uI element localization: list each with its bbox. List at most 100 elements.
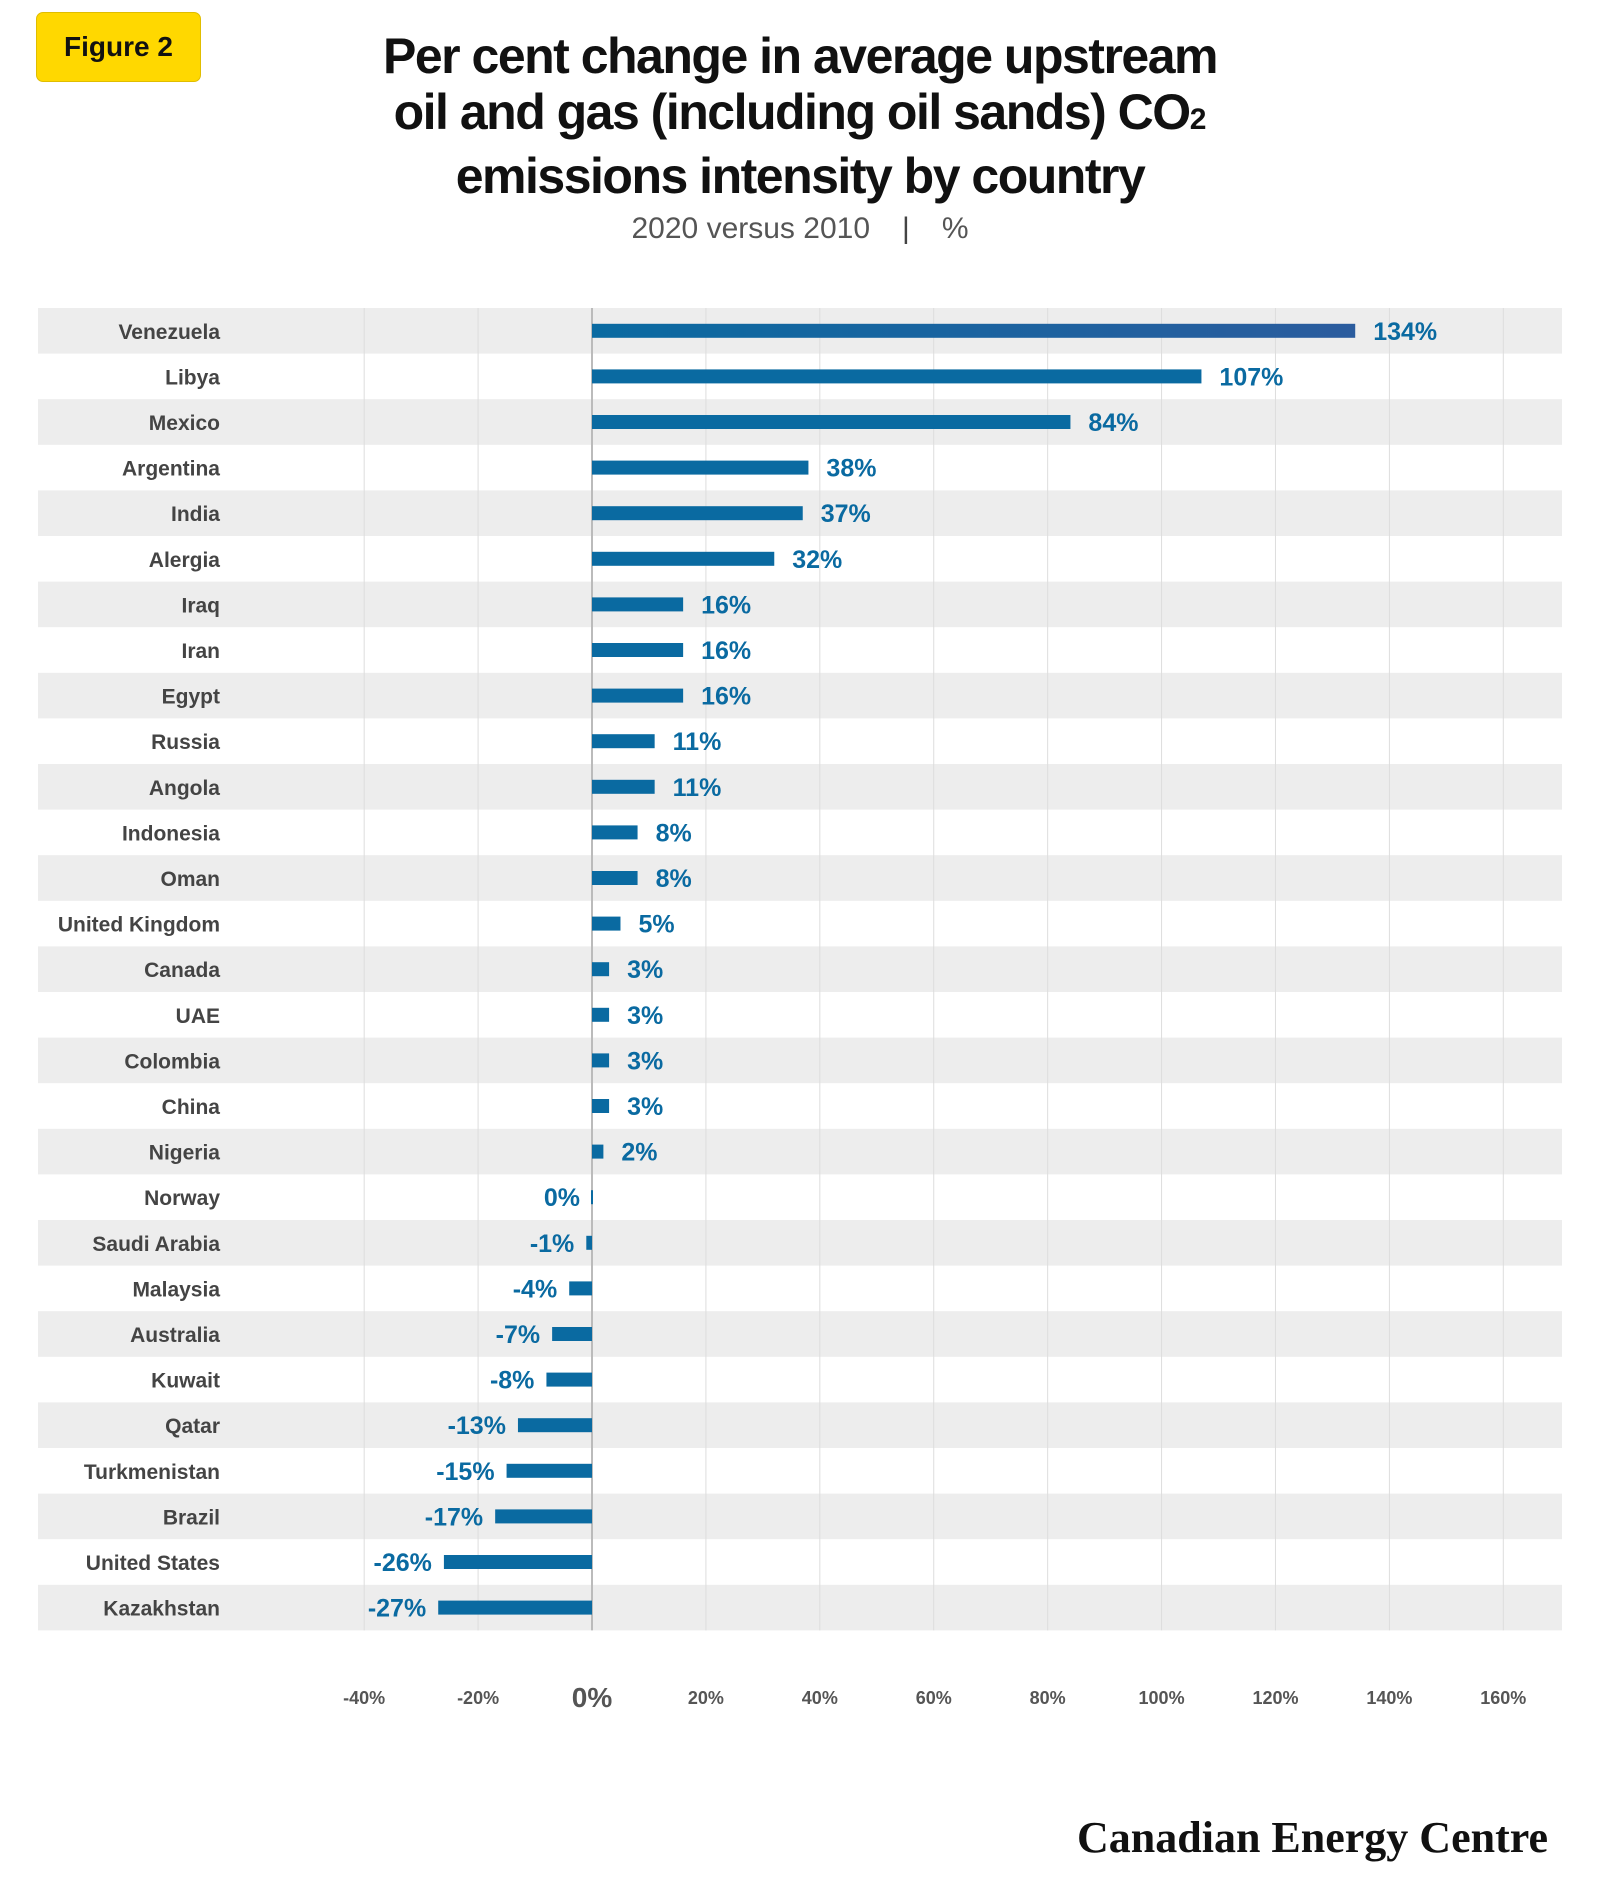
value-label: 16% xyxy=(701,637,751,665)
category-label: Egypt xyxy=(162,686,220,709)
value-label: -17% xyxy=(425,1503,483,1531)
bar xyxy=(592,415,1071,429)
row-stripe xyxy=(38,1128,1562,1175)
value-label: 3% xyxy=(627,956,663,984)
value-label: 134% xyxy=(1373,318,1437,346)
gridlines xyxy=(363,308,1504,1631)
value-label: 2% xyxy=(621,1139,657,1167)
bar xyxy=(569,1281,592,1296)
value-labels: 134% 107% 84% 38% 37% 32% 16% 16% 16% 11% 11% 8% 8% 5… xyxy=(368,318,1437,1623)
x-tick-label: 100% xyxy=(1139,1688,1185,1708)
value-label: -13% xyxy=(448,1412,506,1440)
category-label: Saudi Arabia xyxy=(92,1233,220,1256)
value-label: 3% xyxy=(627,1093,663,1121)
category-label: UAE xyxy=(176,1005,220,1028)
value-label: 3% xyxy=(627,1002,663,1030)
bar xyxy=(552,1327,592,1341)
category-label: Libya xyxy=(165,366,220,389)
value-label: -1% xyxy=(530,1230,574,1258)
figure-badge: Figure 2 xyxy=(36,12,201,82)
row-stripe xyxy=(38,946,1562,992)
row-stripe xyxy=(38,1311,1562,1357)
chart-subtitle: 2020 versus 2010 |% xyxy=(300,212,1300,246)
value-label: 38% xyxy=(826,455,876,483)
value-label: 0% xyxy=(544,1184,580,1212)
chart-title: Per cent change in average upstream oil … xyxy=(300,28,1300,204)
value-label: 37% xyxy=(821,500,871,528)
value-label: 16% xyxy=(701,683,751,711)
row-stripe xyxy=(38,764,1562,810)
x-tick-labels: -40% -20% 0% 20% 40% 60% 80% 100% 120% 140% 160% xyxy=(343,1682,1526,1713)
category-label: Venezuela xyxy=(118,321,220,344)
title-line-3: emissions intensity by country xyxy=(455,148,1146,204)
title-subscript: 2 xyxy=(1189,103,1207,136)
bar xyxy=(592,916,621,931)
bar xyxy=(517,1418,592,1433)
value-label: -15% xyxy=(436,1458,494,1486)
category-label: Canada xyxy=(144,959,220,982)
category-label: Qatar xyxy=(165,1415,220,1438)
value-label: -26% xyxy=(374,1549,432,1577)
bar xyxy=(495,1509,592,1524)
category-label: United Kingdom xyxy=(58,914,220,937)
category-label: Alergia xyxy=(149,549,221,572)
bar-chart: Venezuela Libya Mexico Argentina India Alergi… xyxy=(38,308,1562,1713)
row-stripe xyxy=(38,1493,1562,1540)
x-tick-label: 140% xyxy=(1366,1688,1412,1708)
title-line-2-text: oil and gas (including oil sands) CO xyxy=(393,84,1192,140)
row-stripe xyxy=(38,1037,1562,1084)
bar xyxy=(443,1555,592,1569)
bar xyxy=(592,825,638,840)
bar xyxy=(592,1099,610,1113)
category-label: Brazil xyxy=(163,1506,220,1529)
value-label: 8% xyxy=(656,865,692,893)
category-label: Kuwait xyxy=(151,1370,220,1393)
row-stripe xyxy=(38,1220,1562,1266)
bar xyxy=(592,734,655,749)
category-label: Iran xyxy=(181,640,220,663)
category-label: Argentina xyxy=(122,458,220,481)
category-label: Malaysia xyxy=(132,1278,220,1301)
category-label: Australia xyxy=(130,1324,220,1347)
bar xyxy=(592,1053,610,1068)
category-label: Mexico xyxy=(149,412,220,435)
x-tick-label: 20% xyxy=(688,1688,724,1708)
bar xyxy=(592,323,1356,338)
category-label: Colombia xyxy=(124,1050,220,1073)
bar xyxy=(592,551,775,566)
category-label: Kazakhstan xyxy=(103,1598,220,1621)
x-tick-label: 160% xyxy=(1480,1688,1526,1708)
category-label: Turkmenistan xyxy=(84,1461,220,1484)
subtitle-separator: | xyxy=(902,212,910,245)
row-stripe xyxy=(38,855,1562,901)
category-label: Angola xyxy=(149,777,220,800)
category-label: Nigeria xyxy=(149,1142,221,1165)
bar xyxy=(592,597,684,612)
row-stripe xyxy=(38,672,1562,719)
category-label: Iraq xyxy=(181,594,220,617)
category-label: Russia xyxy=(151,731,220,754)
value-label: -7% xyxy=(496,1321,540,1349)
value-label: 16% xyxy=(701,591,751,619)
bar xyxy=(592,643,684,657)
value-label: 84% xyxy=(1088,409,1138,437)
x-tick-label: -20% xyxy=(457,1688,499,1708)
x-tick-label: 120% xyxy=(1252,1688,1298,1708)
bar xyxy=(592,1007,610,1022)
category-label: India xyxy=(171,503,220,526)
bar xyxy=(592,779,655,794)
value-label: -4% xyxy=(513,1275,557,1303)
x-tick-label: 0% xyxy=(572,1682,613,1713)
value-label: 107% xyxy=(1219,363,1283,391)
bar xyxy=(586,1235,592,1250)
bar xyxy=(591,1190,593,1205)
bar xyxy=(592,369,1202,384)
category-label: United States xyxy=(86,1552,220,1575)
value-label: -8% xyxy=(490,1367,534,1395)
category-label: Indonesia xyxy=(122,822,220,845)
bar xyxy=(438,1600,592,1615)
value-label: 11% xyxy=(673,774,722,802)
x-tick-label: 60% xyxy=(916,1688,952,1708)
bar xyxy=(506,1463,592,1478)
x-tick-label: 80% xyxy=(1030,1688,1066,1708)
